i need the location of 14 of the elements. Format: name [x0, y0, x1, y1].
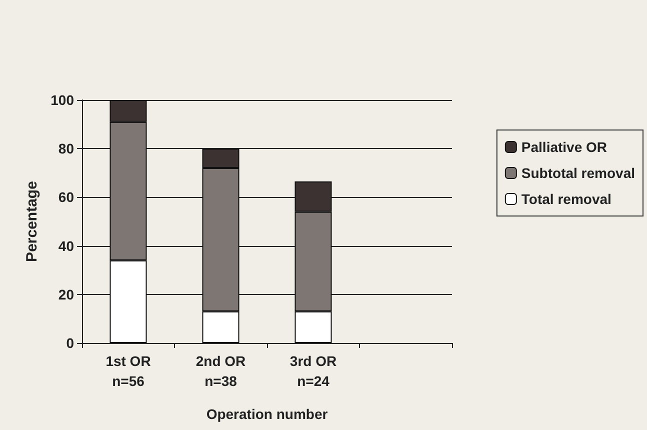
y-tick-label: 40 [58, 238, 74, 254]
y-tick-label: 0 [66, 335, 74, 351]
y-tick-label: 80 [58, 140, 74, 157]
legend-label: Total removal [521, 191, 612, 207]
y-tick-label: 100 [50, 92, 74, 108]
x-tick-label: 3rd OR n=24 [290, 353, 337, 389]
y-axis-title: Percentage [24, 181, 41, 262]
x-tick-label: 1st OR n=56 [106, 353, 151, 389]
y-tick-label: 20 [58, 286, 74, 302]
x-tick-label: 2nd OR n=38 [196, 353, 246, 389]
legend-label: Palliative OR [521, 139, 608, 155]
legend-label: Subtotal removal [521, 165, 636, 181]
x-axis-title: Operation number [206, 406, 328, 422]
y-tick-label: 60 [58, 189, 74, 206]
